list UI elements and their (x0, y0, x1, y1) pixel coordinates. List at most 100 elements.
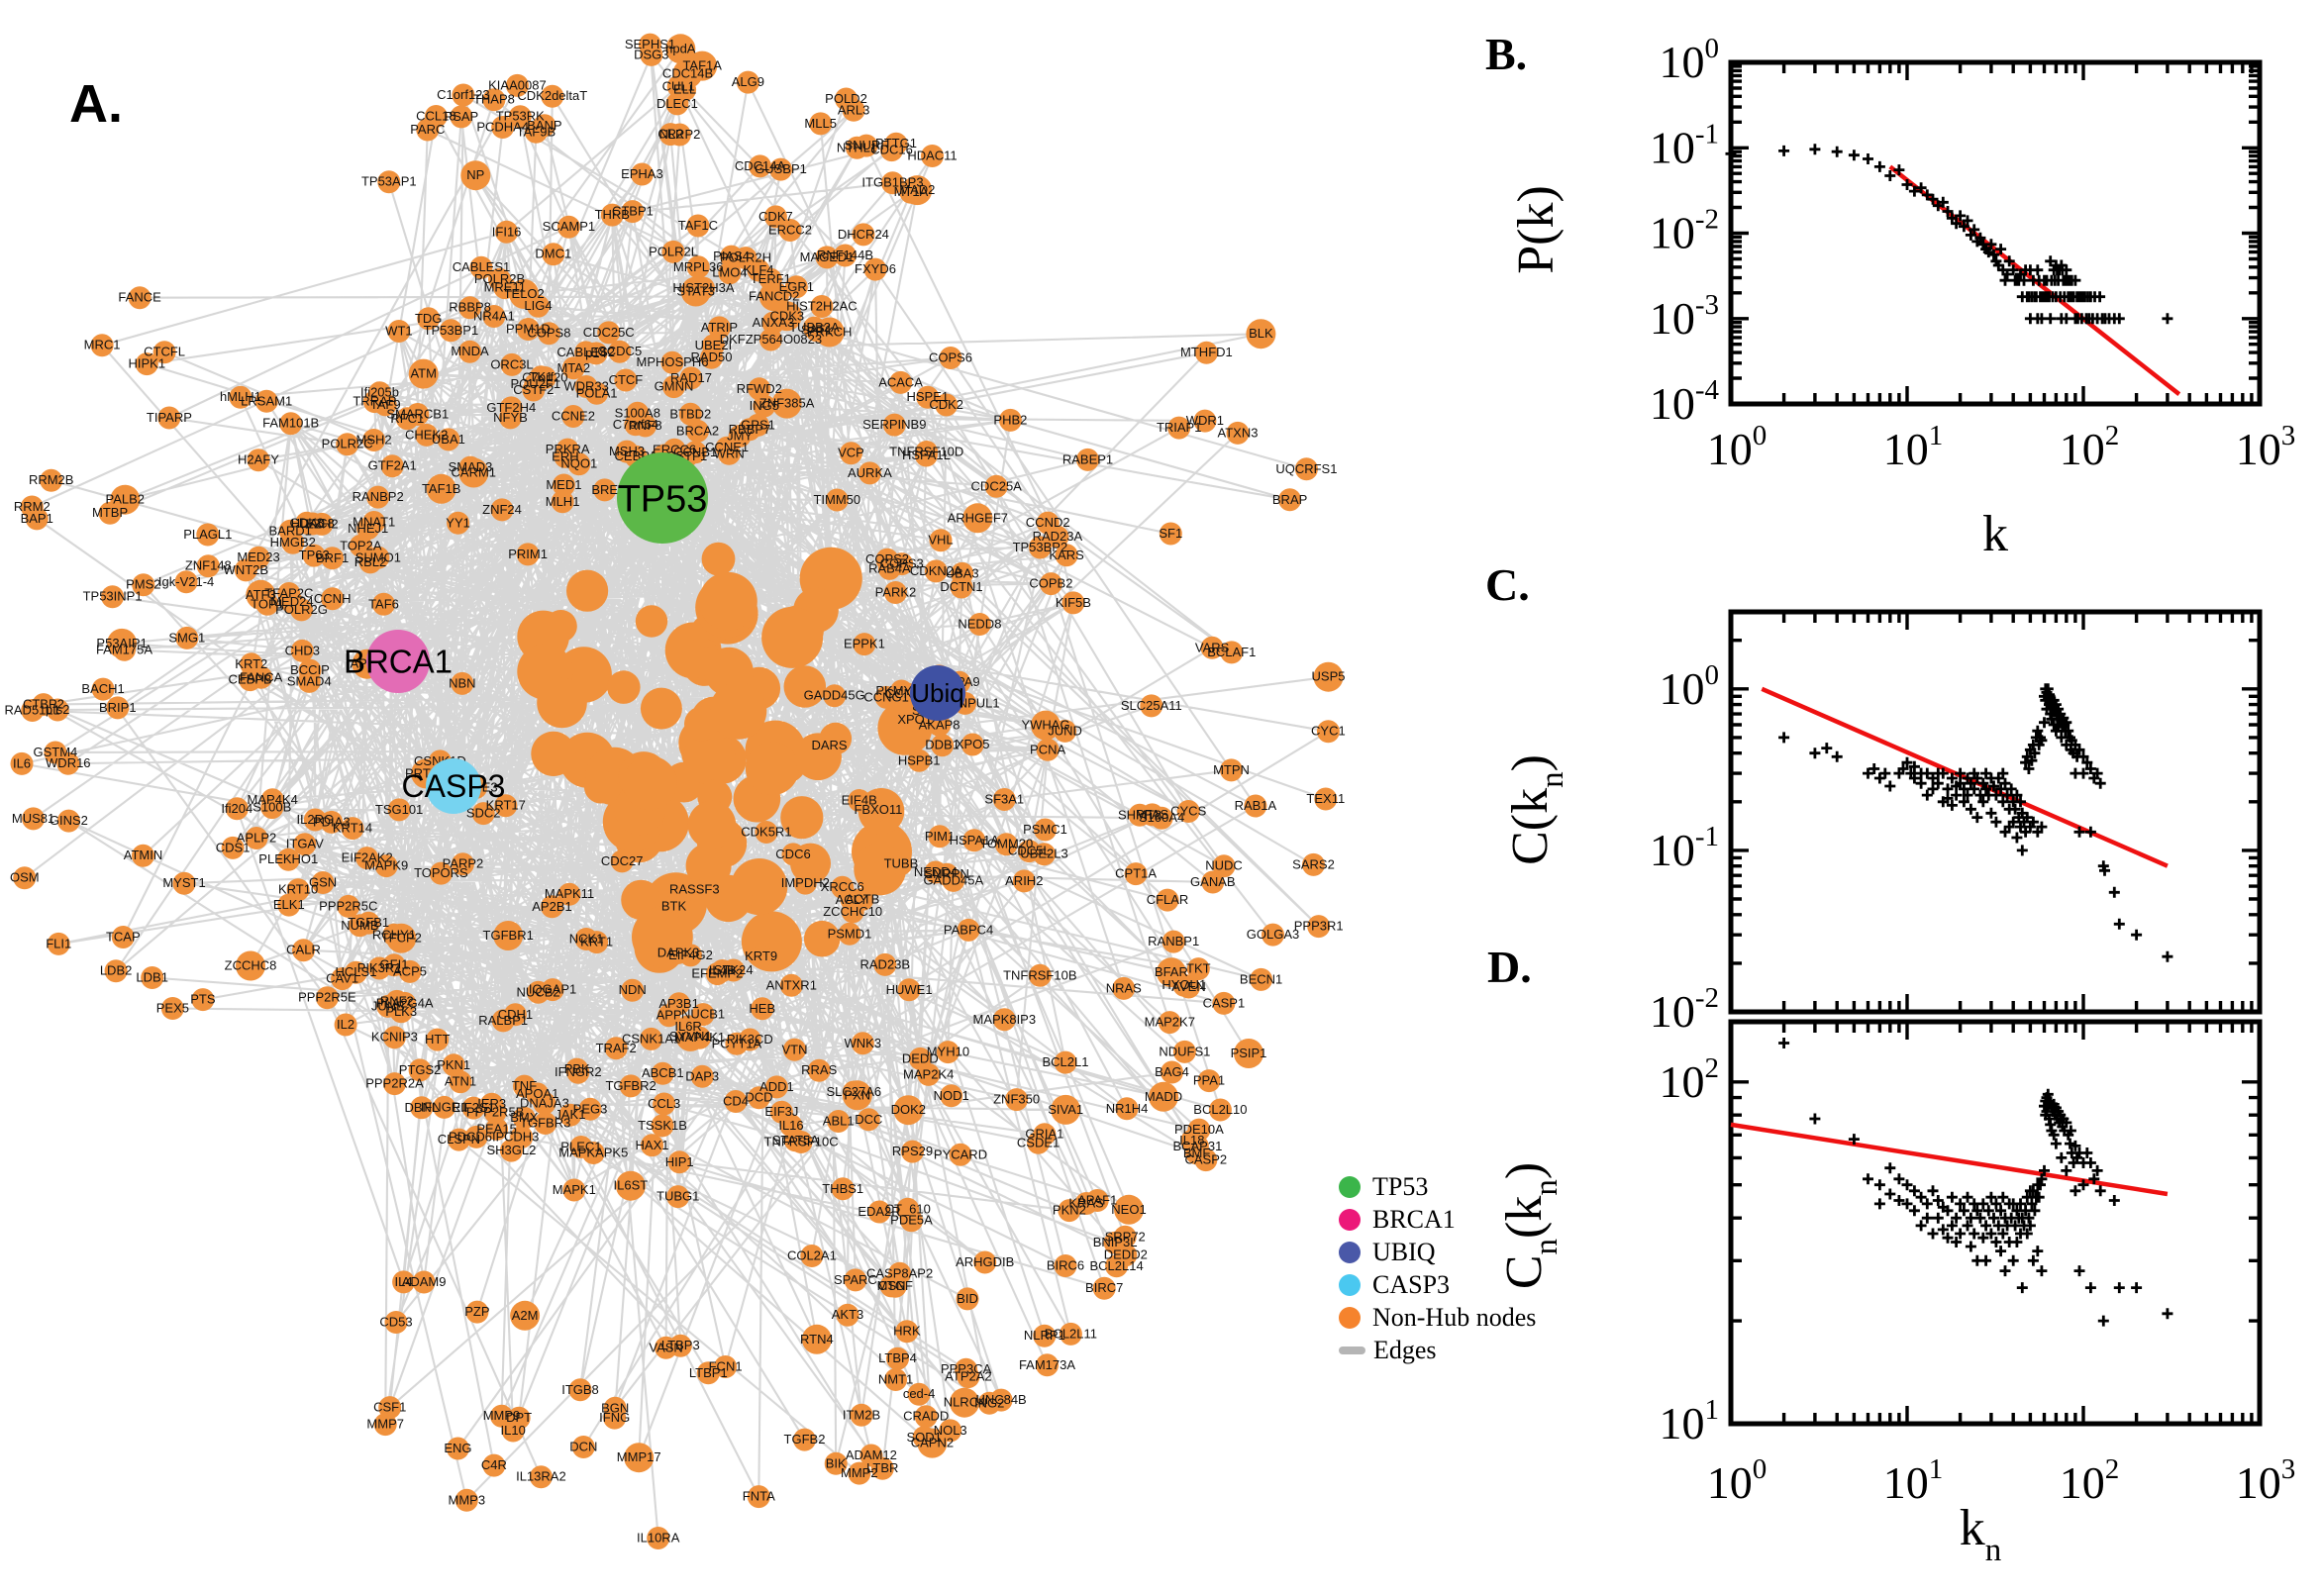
network-node (895, 1320, 919, 1344)
network-node-label: SMAD3 (449, 459, 493, 474)
network-node-label: WDR16 (46, 755, 91, 770)
network-node (899, 180, 923, 204)
network-node-label: GINS2 (50, 813, 88, 828)
network-node (341, 817, 364, 841)
network-node-label: PLEKHO1 (258, 851, 318, 866)
network-node-label: C1orf123 (437, 87, 489, 102)
network-node (485, 1117, 509, 1141)
network-node (992, 788, 1016, 811)
network-node-label: CCNE2 (552, 409, 595, 424)
network-node-label: CHEK2 (405, 427, 448, 442)
y-axis-title-B: P(k) (1508, 185, 1565, 274)
network-node (450, 105, 473, 129)
network-node (562, 1178, 586, 1202)
network-node-label: PPM1D (506, 322, 551, 337)
tick-label: 10-3 (1650, 289, 1719, 344)
network-node (568, 1378, 592, 1402)
network-node-label: PLAGL1 (183, 527, 232, 542)
network-node (1158, 1011, 1181, 1035)
network-node (893, 1095, 924, 1126)
network-node-label: NCK1 (569, 932, 604, 947)
network-node (426, 1028, 450, 1051)
network-node-label: APP (656, 1008, 682, 1023)
network-node-label: CCL18 (416, 109, 455, 124)
network-node (1033, 1123, 1057, 1147)
network-node-label: BANP (527, 118, 561, 133)
network-node-blob (709, 682, 767, 740)
network-node (101, 585, 125, 609)
network-node-label: KARS (1049, 548, 1084, 562)
network-node (537, 322, 560, 346)
network-node-label: EGR1 (779, 279, 814, 294)
panel-a-label: A. (69, 74, 123, 134)
network-node (940, 1084, 963, 1108)
data-points (1778, 1038, 2173, 1327)
network-node-label: SLC25A11 (1121, 698, 1182, 713)
network-node (46, 698, 69, 722)
network-node-blob (684, 706, 719, 742)
network-node-label: FLI1 (46, 936, 71, 950)
tick-label: 103 (2236, 1453, 2296, 1508)
network-node (916, 385, 940, 409)
network-node-label: MLL5 (804, 116, 837, 131)
network-node (929, 529, 953, 552)
network-node-label: KRT14 (333, 821, 372, 836)
network-node (345, 960, 367, 984)
network-node (1313, 661, 1344, 692)
network-node (408, 1058, 432, 1082)
network-node (464, 1125, 488, 1148)
network-node-label: CDC14B (662, 65, 713, 80)
network-node-label: TP53BP2 (1013, 540, 1068, 554)
network-node (866, 798, 890, 822)
network-node (889, 370, 913, 394)
network-node (1051, 1094, 1081, 1125)
legend-item: CASP3 (1339, 1268, 1536, 1301)
network-node (152, 341, 176, 364)
network-node (858, 461, 881, 485)
network-node-label: STAT5A (772, 1133, 820, 1147)
network-node-label: GMNN (655, 379, 694, 394)
network-node-label: Ifi205b (360, 385, 399, 400)
network-node-label: CUL1 (662, 78, 695, 93)
network-node (957, 918, 980, 942)
network-node-label: MUS81 (12, 811, 54, 826)
network-node-label: RFC1 (390, 411, 424, 426)
network-node (769, 157, 792, 181)
network-node (1054, 1254, 1077, 1277)
network-node (1220, 758, 1243, 782)
network-node-label: TOP1 (251, 596, 284, 611)
network-node (509, 279, 540, 309)
network-node-label: TUBG1 (656, 1189, 699, 1204)
network-node-label: ZNF24 (482, 502, 522, 517)
network-node (718, 261, 742, 285)
network-node-label: MAGED1 (800, 249, 855, 264)
network-node-label: PXN (844, 1087, 870, 1102)
network-node (1234, 1039, 1263, 1068)
network-node (510, 1300, 541, 1331)
network-node (292, 939, 315, 962)
network-node (567, 452, 591, 476)
network-node (610, 849, 634, 873)
network-node-label: RBL2 (354, 554, 387, 569)
network-node-label: POLD2 (825, 91, 867, 106)
network-legend: TP53 BRCA1 UBIQ CASP3 Non-Hub nodes Edges (1339, 1170, 1536, 1366)
network-node-label: ATMIN (124, 848, 162, 862)
network-node-label: AURKA (848, 465, 892, 480)
network-node-label: npdA (665, 41, 696, 55)
network-node (870, 1456, 894, 1480)
network-node (691, 1003, 715, 1027)
network-node-label: ALG9 (732, 74, 764, 89)
network-node-blob (783, 665, 827, 708)
network-node-blob (761, 606, 824, 668)
network-node (880, 139, 903, 162)
network-node (1172, 1040, 1196, 1063)
tick-label: 101 (1883, 1453, 1944, 1508)
network-node (640, 1027, 663, 1050)
network-node (639, 33, 661, 56)
network-node (763, 205, 787, 229)
network-node (842, 1080, 872, 1111)
network-node (107, 628, 138, 658)
network-node (510, 1126, 534, 1148)
network-node-label: MAPK9 (364, 858, 408, 873)
